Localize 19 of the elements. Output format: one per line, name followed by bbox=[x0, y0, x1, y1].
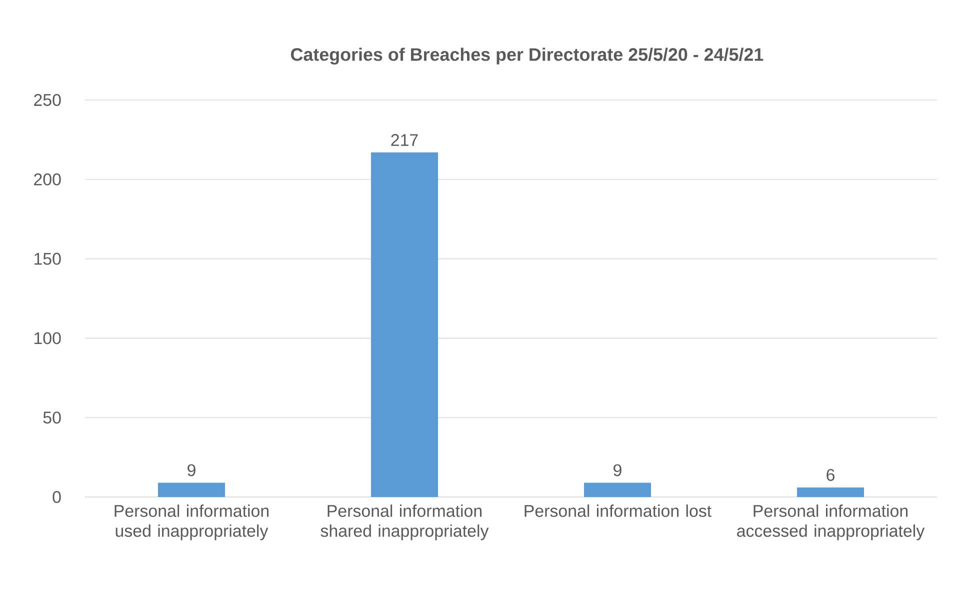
chart-title: Categories of Breaches per Directorate 25/5/20 - 24/5/21 bbox=[291, 48, 764, 64]
x-tick-label: Personal information used inappropriately bbox=[114, 504, 268, 540]
bar bbox=[584, 482, 652, 497]
y-tick-label: 100 bbox=[34, 332, 61, 344]
y-tick-label: 250 bbox=[34, 94, 61, 106]
y-tick-label: 50 bbox=[43, 412, 61, 424]
x-tick-label: Personal information accessed inappropriately bbox=[737, 504, 925, 540]
x-tick-label: Personal information shared inappropriately bbox=[320, 504, 489, 540]
y-tick-label: 200 bbox=[34, 173, 61, 186]
bar bbox=[371, 152, 438, 497]
y-tick-label: 0 bbox=[52, 491, 61, 503]
y-tick-label: 150 bbox=[34, 252, 61, 265]
data-label: 9 bbox=[614, 464, 622, 476]
data-label: 217 bbox=[391, 134, 418, 146]
data-label: 6 bbox=[826, 468, 834, 481]
data-label: 9 bbox=[188, 464, 196, 476]
bar bbox=[797, 487, 864, 497]
x-tick-label: Personal information lost bbox=[524, 504, 712, 517]
bar bbox=[158, 482, 225, 497]
